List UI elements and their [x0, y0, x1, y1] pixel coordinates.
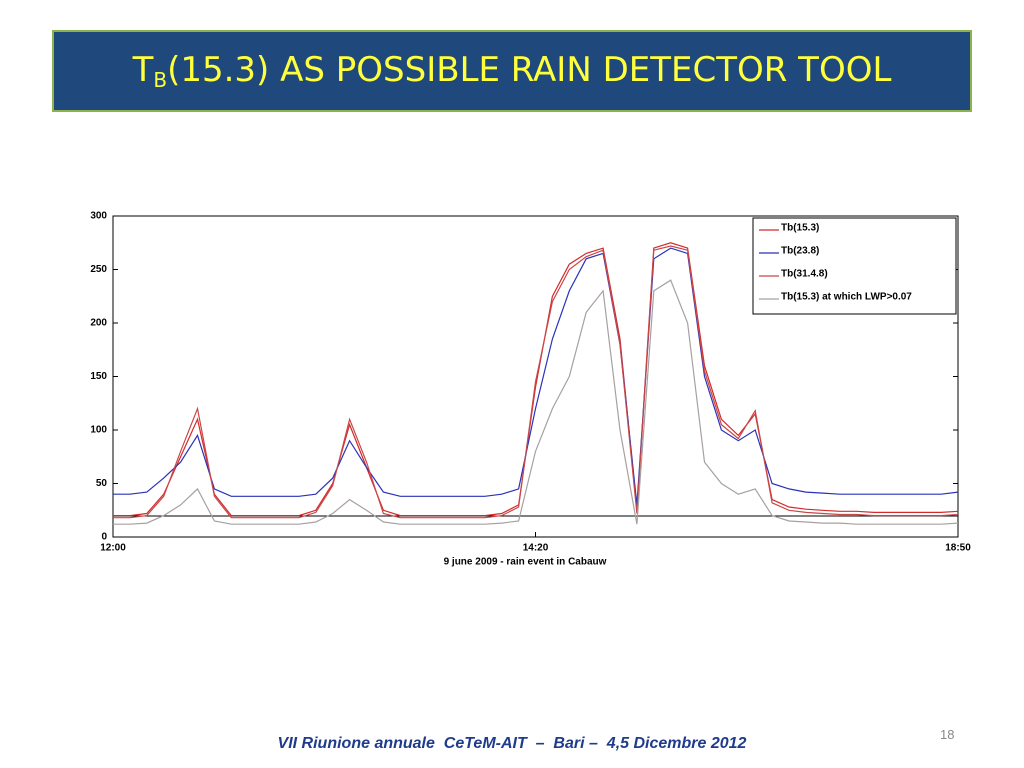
y-tick-label: 50 [96, 478, 108, 489]
series-line [113, 245, 959, 519]
x-tick-label: 18:50 [945, 543, 971, 554]
y-tick-label: 150 [90, 371, 107, 382]
title-main: T [132, 50, 154, 90]
footer: VII Riunione annuale CeTeM-AIT – Bari – … [277, 735, 747, 752]
x-tick-label: 14:20 [523, 543, 549, 554]
series-line [113, 247, 959, 505]
y-tick-label: 200 [90, 318, 107, 329]
series-line [113, 279, 959, 525]
y-tick-label: 100 [90, 425, 107, 436]
legend-label: Tb(23.8) [781, 246, 819, 257]
series-line [113, 242, 959, 517]
title-box: TB(15.3) AS POSSIBLE RAIN DETECTOR TOOL [52, 30, 972, 112]
title-rest: (15.3) AS POSSIBLE RAIN DETECTOR TOOL [167, 50, 892, 90]
legend-label: Tb(15.3) [781, 223, 819, 234]
x-tick-label: 12:00 [100, 543, 126, 554]
page-number: 18 [940, 727, 955, 742]
legend-box [752, 217, 957, 315]
legend-label: Tb(15.3) at which LWP>0.07 [781, 292, 912, 303]
y-tick-label: 300 [90, 211, 107, 222]
y-tick-label: 250 [90, 264, 107, 275]
x-axis-label: 9 june 2009 - rain event in Cabauw [444, 557, 607, 568]
y-tick-label: 0 [101, 532, 107, 543]
legend-label: Tb(31.4.8) [781, 269, 828, 280]
title: TB(15.3) AS POSSIBLE RAIN DETECTOR TOOL [133, 50, 892, 92]
title-sub: B [153, 68, 168, 92]
